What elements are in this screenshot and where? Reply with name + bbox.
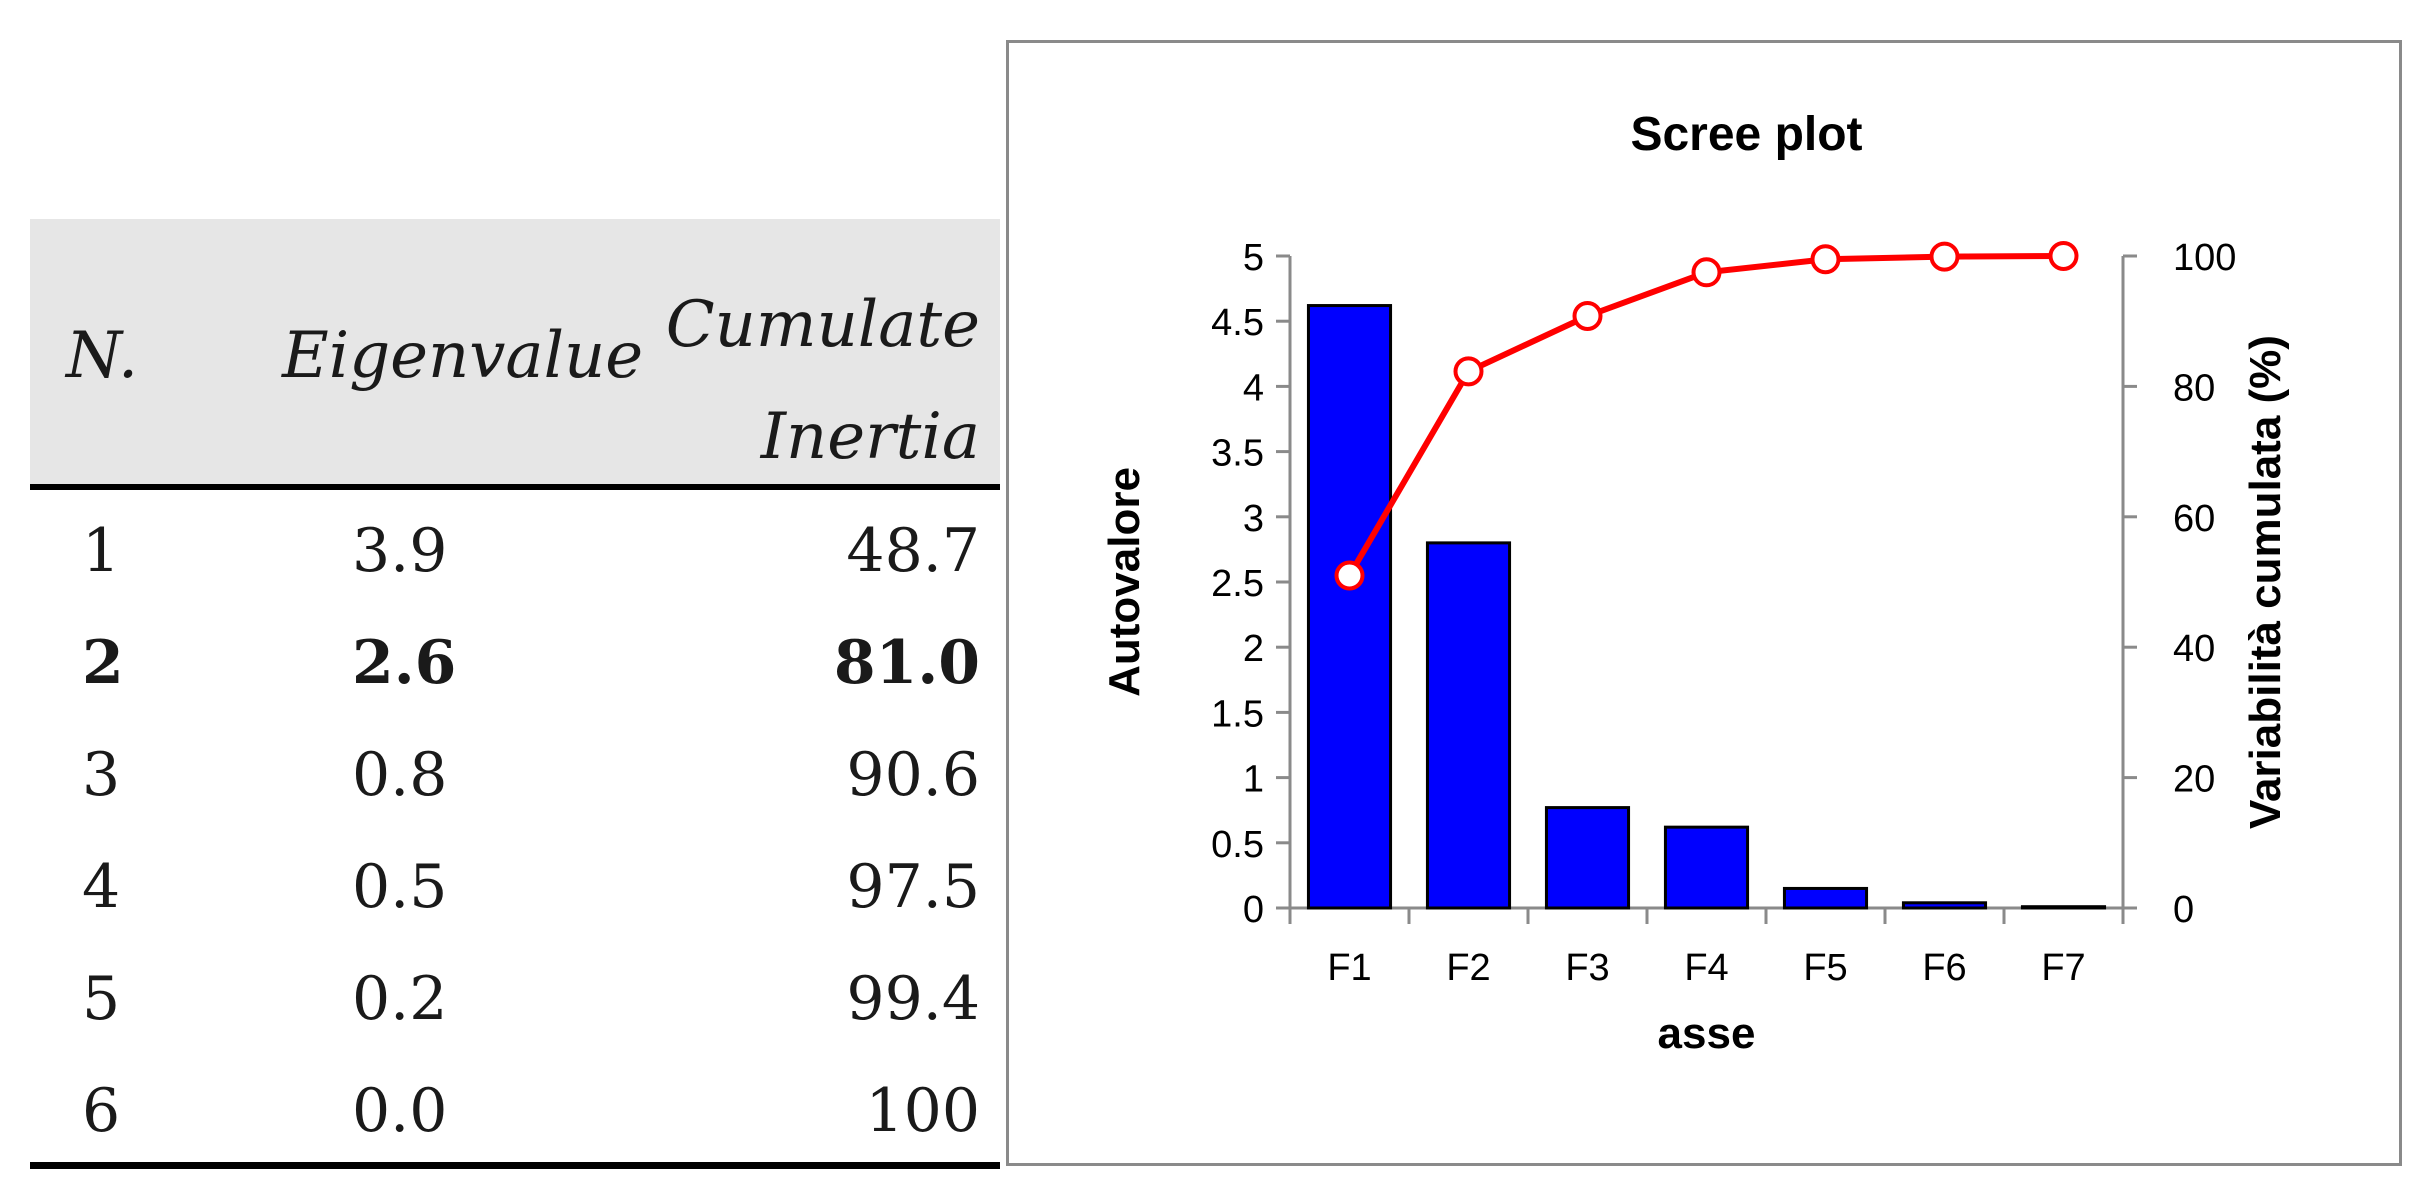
- y-tick-label: 3: [1243, 498, 1264, 540]
- y-tick-label: 2: [1243, 628, 1264, 670]
- row-eigenvalue: 0.2: [352, 964, 448, 1034]
- row-cumulate: 81.0: [833, 628, 980, 698]
- header-eigenvalue: Eigenvalue: [282, 319, 644, 393]
- x-tick-label: F6: [1922, 947, 1966, 989]
- row-cumulate: 99.4: [846, 964, 980, 1034]
- cumulative-point: [1572, 300, 1603, 331]
- bar: [1663, 825, 1750, 910]
- table-row: 2 2.6 81.0: [30, 602, 1000, 714]
- y-tick-label: 1.5: [1211, 693, 1264, 735]
- y-tick-label: 4.5: [1211, 302, 1264, 344]
- y2-tick-label: 0: [2173, 889, 2194, 931]
- row-eigenvalue: 0.5: [352, 852, 448, 922]
- y-tick-label: 5: [1243, 237, 1264, 279]
- bar: [1901, 901, 1988, 910]
- row-cumulate: 97.5: [846, 852, 980, 922]
- y-tick-label: 0.5: [1211, 824, 1264, 866]
- y2-tick-label: 60: [2173, 498, 2215, 540]
- bar: [1306, 304, 1393, 910]
- scree-plot-panel: Scree plot 0 0.5 1 1.5 2 2.5 3 3.5 4 4.5 5 0 20 40 60 80…: [1006, 40, 2402, 1166]
- bar: [1544, 806, 1631, 910]
- y2-tick-label: 100: [2173, 237, 2236, 279]
- x-axis-label: asse: [1658, 1009, 1756, 1058]
- cumulative-line: [1346, 253, 2064, 577]
- bar: [1782, 886, 1869, 910]
- y-tick-label: 0: [1243, 889, 1264, 931]
- bar: [1425, 541, 1512, 910]
- table-header: N. Eigenvalue Cumulate Inertia: [30, 219, 1000, 490]
- y-axis-label: Autovalore: [1100, 467, 1149, 697]
- x-tick-label: F2: [1446, 947, 1490, 989]
- cumulative-point: [1929, 241, 1960, 272]
- x-tick-label: F4: [1684, 947, 1728, 989]
- cumulative-point: [1334, 560, 1365, 591]
- row-cumulate: 48.7: [846, 516, 980, 586]
- header-cumulate-inertia: Cumulate Inertia: [666, 269, 980, 493]
- table-row: 6 0.0 100: [30, 1050, 1000, 1162]
- row-n: 6: [82, 1076, 121, 1146]
- y-tick-label: 2.5: [1211, 563, 1264, 605]
- y-tick-label: 3.5: [1211, 433, 1264, 475]
- row-cumulate: 90.6: [846, 740, 980, 810]
- row-eigenvalue: 2.6: [352, 628, 457, 698]
- x-tick-label: F3: [1565, 947, 1609, 989]
- header-cumulate-line1: Cumulate: [665, 288, 980, 362]
- row-n: 4: [82, 852, 121, 922]
- x-tick-label: F7: [2041, 947, 2085, 989]
- x-tick-label: F5: [1803, 947, 1847, 989]
- row-eigenvalue: 0.0: [352, 1076, 448, 1146]
- x-tick-label: F1: [1327, 947, 1371, 989]
- table-body: 1 3.9 48.7 2 2.6 81.0 3 0.8 90.6 4 0.5 97.5 5 0.2 99.4…: [30, 490, 1000, 1169]
- y2-tick-label: 20: [2173, 759, 2215, 801]
- scree-plot-chart: Scree plot 0 0.5 1 1.5 2 2.5 3 3.5 4 4.5 5 0 20 40 60 80…: [1100, 108, 2290, 1058]
- cumulative-point: [1691, 257, 1722, 288]
- cumulative-point: [1810, 244, 1841, 275]
- eigenvalue-table: N. Eigenvalue Cumulate Inertia 1 3.9 48.7 2…: [30, 219, 1000, 1169]
- row-eigenvalue: 0.8: [352, 740, 448, 810]
- chart-title: Scree plot: [1630, 108, 1862, 161]
- row-n: 1: [82, 516, 121, 586]
- header-cumulate-line2: Inertia: [760, 400, 980, 474]
- y2-tick-label: 40: [2173, 628, 2215, 670]
- y2-axis-label: Variabilità cumulata (%): [2241, 335, 2290, 829]
- y-tick-label: 4: [1243, 367, 1264, 409]
- row-n: 3: [82, 740, 121, 810]
- y2-tick-label: 80: [2173, 367, 2215, 409]
- table-row: 5 0.2 99.4: [30, 938, 1000, 1050]
- header-n: N.: [66, 319, 139, 393]
- cumulative-point: [2048, 241, 2079, 271]
- y-tick-label: 1: [1243, 759, 1264, 801]
- row-n: 5: [82, 964, 121, 1034]
- row-cumulate: 100: [865, 1076, 980, 1146]
- table-row: 3 0.8 90.6: [30, 714, 1000, 826]
- row-eigenvalue: 3.9: [352, 516, 448, 586]
- row-n: 2: [82, 628, 124, 698]
- cumulative-point: [1453, 356, 1484, 387]
- table-row: 1 3.9 48.7: [30, 490, 1000, 602]
- bar: [2020, 905, 2107, 910]
- table-row: 4 0.5 97.5: [30, 826, 1000, 938]
